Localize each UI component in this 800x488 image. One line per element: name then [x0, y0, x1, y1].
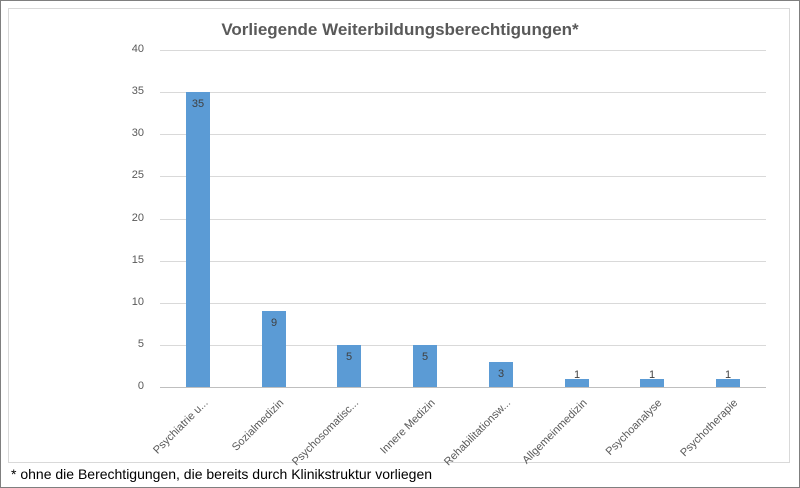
chart-title: Vorliegende Weiterbildungsberechtigungen…: [221, 20, 579, 39]
gridline: [160, 50, 766, 51]
bar-value-label: 5: [345, 351, 353, 363]
bar: [489, 362, 513, 387]
gridline: [160, 219, 766, 220]
bar-value-label: 1: [724, 369, 732, 381]
bar-value-label: 35: [191, 98, 205, 110]
bar-value-label: 5: [421, 351, 429, 363]
x-axis-line: [160, 387, 766, 388]
bar: [262, 311, 286, 387]
bar: [186, 92, 210, 387]
y-tick-label: 20: [131, 212, 144, 224]
y-tick-label: 40: [131, 43, 144, 55]
gridline: [160, 92, 766, 93]
chart-area: [8, 8, 790, 463]
bar: [413, 345, 437, 387]
gridline: [160, 261, 766, 262]
y-tick-label: 35: [131, 85, 144, 97]
y-tick-label: 25: [131, 169, 144, 181]
y-tick-label: 15: [131, 254, 144, 266]
bar: [337, 345, 361, 387]
gridline: [160, 134, 766, 135]
bar-value-label: 1: [573, 369, 581, 381]
gridline: [160, 176, 766, 177]
gridline: [160, 303, 766, 304]
bar-value-label: 9: [270, 317, 278, 329]
bar-value-label: 1: [648, 369, 656, 381]
y-tick-label: 0: [137, 380, 144, 392]
bar: [640, 379, 664, 387]
y-tick-label: 10: [131, 296, 144, 308]
gridline: [160, 345, 766, 346]
bar-value-label: 3: [497, 368, 505, 380]
bar: [565, 379, 589, 387]
y-tick-label: 30: [131, 127, 144, 139]
footnote: * ohne die Berechtigungen, die bereits d…: [11, 466, 433, 482]
bar: [716, 379, 740, 387]
y-tick-label: 5: [137, 338, 144, 350]
